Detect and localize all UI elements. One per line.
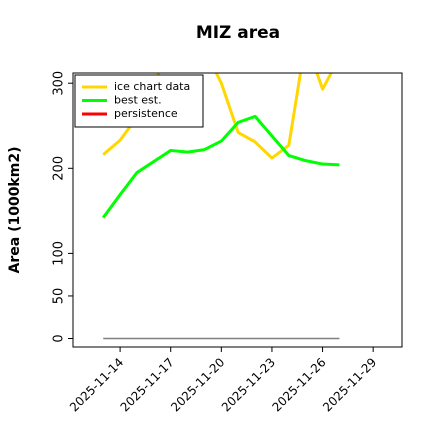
- y-tick-label: 200: [52, 156, 67, 181]
- y-tick-label: 0: [52, 334, 67, 342]
- x-tick-label: 2025-11-29: [320, 355, 379, 414]
- y-tick-label: 100: [52, 241, 67, 266]
- plot-frame: [72, 72, 403, 348]
- y-tick-label: 300: [52, 71, 67, 96]
- legend-label: best est.: [114, 94, 162, 107]
- y-tick-label: 50: [52, 288, 67, 305]
- chart-title: MIZ area: [196, 23, 280, 43]
- y-axis-label: Area (1000km2): [7, 147, 23, 274]
- legend-label: persistence: [114, 107, 178, 120]
- legend-label: ice chart data: [114, 80, 190, 93]
- series-line: [102, 114, 340, 219]
